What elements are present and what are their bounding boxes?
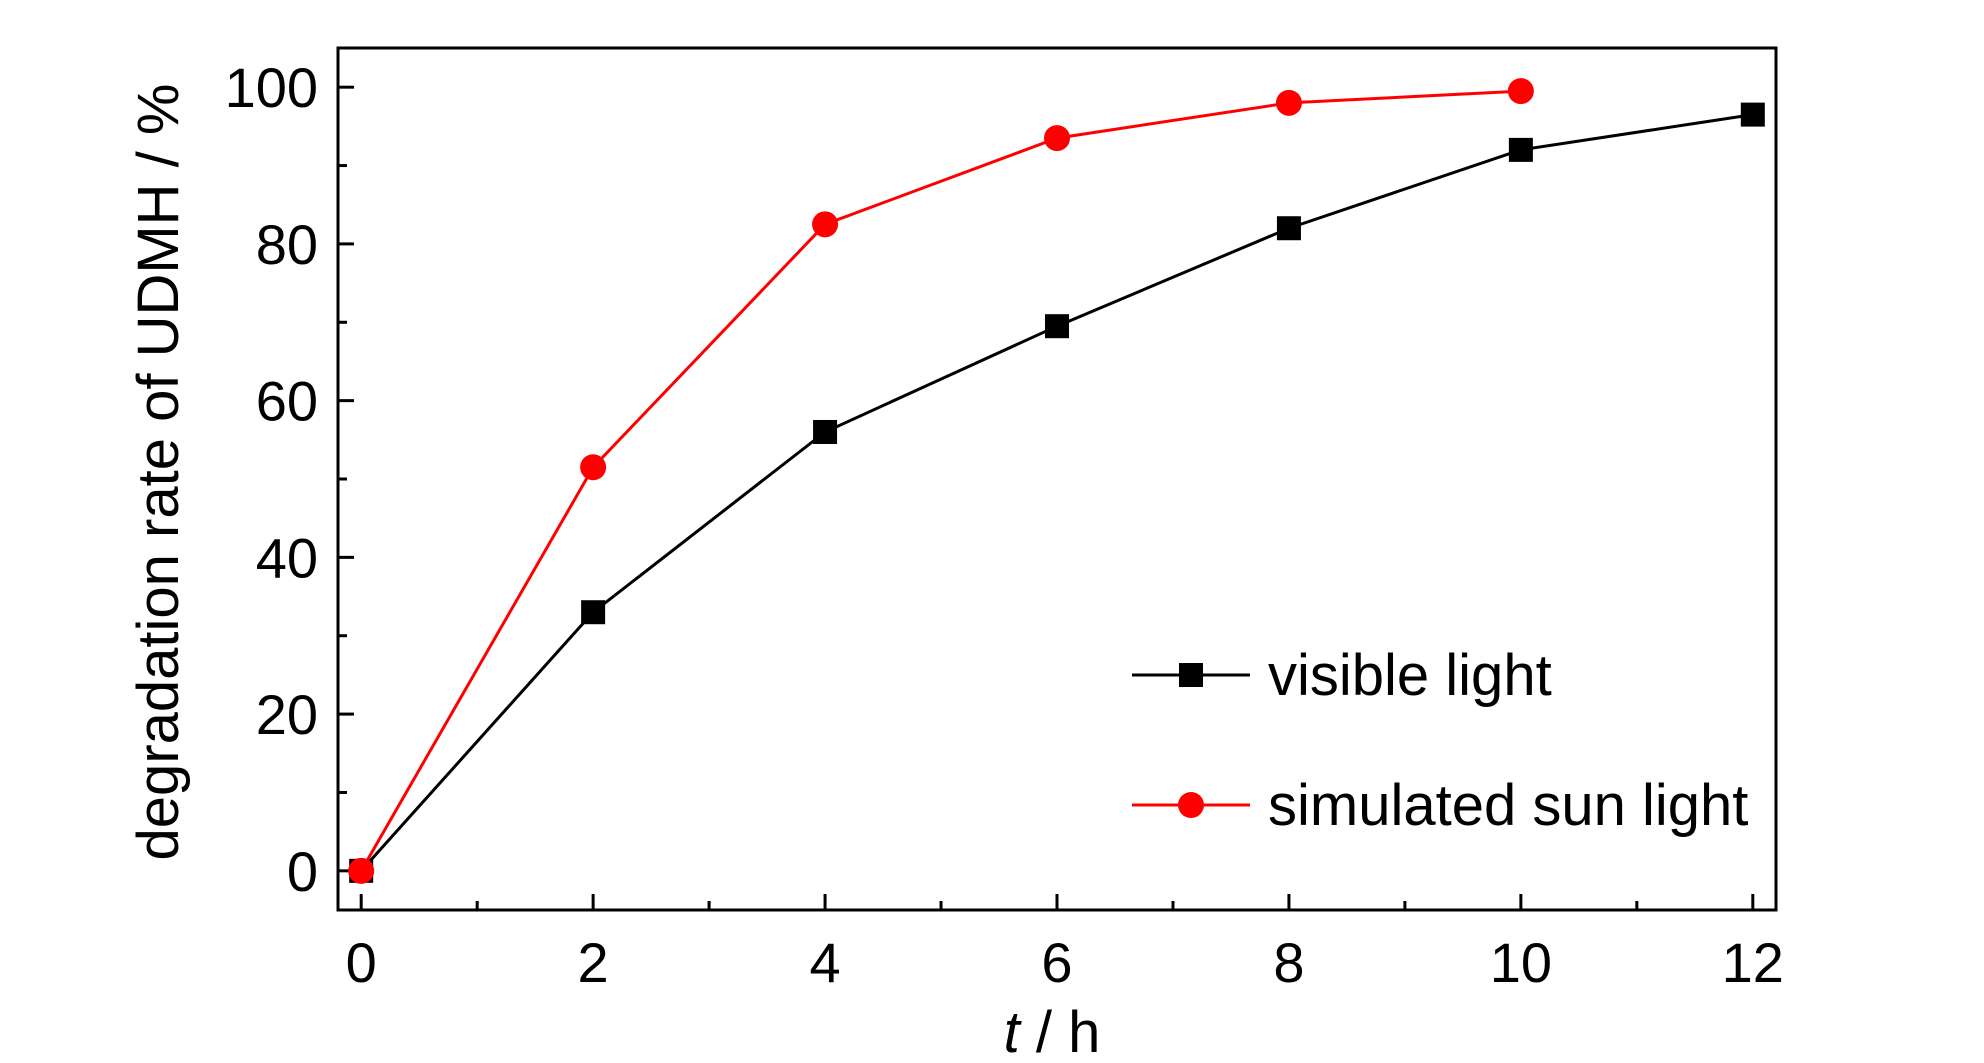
x-tick-label: 4 bbox=[809, 931, 840, 994]
series-line bbox=[360, 113, 1754, 872]
series-simulated-sun-light bbox=[348, 78, 1534, 884]
data-point bbox=[348, 857, 375, 884]
y-tick-label: 60 bbox=[256, 370, 318, 433]
data-point bbox=[1740, 102, 1765, 127]
x-axis-variable: t bbox=[1004, 1000, 1023, 1063]
x-tick-label: 12 bbox=[1722, 931, 1784, 994]
legend-label: visible light bbox=[1268, 643, 1552, 708]
y-tick-label: 20 bbox=[256, 683, 318, 746]
series-line bbox=[359, 89, 1521, 872]
ticks: 0 2 4 6 8 10 12 0 20 40 60 80 100 bbox=[225, 56, 1784, 994]
x-axis-unit: / h bbox=[1020, 1000, 1101, 1063]
y-tick-label: 0 bbox=[287, 840, 318, 903]
data-point bbox=[1275, 89, 1302, 116]
legend-item: simulated sun light bbox=[1132, 773, 1748, 838]
y-tick-label: 100 bbox=[225, 56, 318, 119]
legend-item: visible light bbox=[1132, 643, 1552, 708]
x-tick-label: 10 bbox=[1490, 931, 1552, 994]
legend-marker bbox=[1178, 792, 1204, 818]
data-point bbox=[813, 419, 838, 444]
series-visible-light bbox=[349, 102, 1765, 883]
x-tick-label: 8 bbox=[1273, 931, 1304, 994]
y-tick-label: 40 bbox=[256, 526, 318, 589]
data-point bbox=[1276, 216, 1301, 241]
data-point bbox=[1045, 314, 1069, 339]
data-point bbox=[1044, 125, 1070, 152]
x-tick-label: 0 bbox=[346, 931, 377, 994]
x-tick-label: 2 bbox=[578, 931, 609, 994]
x-axis-title: t / h bbox=[1004, 1000, 1101, 1063]
data-point bbox=[1508, 137, 1533, 162]
legend: visible light simulated sun light bbox=[1132, 643, 1748, 838]
data-point bbox=[580, 454, 607, 481]
data-point bbox=[812, 211, 839, 238]
y-tick-label: 80 bbox=[256, 213, 318, 276]
legend-label: simulated sun light bbox=[1268, 773, 1748, 838]
legend-marker bbox=[1179, 663, 1203, 687]
x-tick-label: 6 bbox=[1041, 931, 1072, 994]
data-point bbox=[1507, 78, 1534, 105]
data-point bbox=[581, 600, 606, 625]
series-layer bbox=[348, 78, 1765, 884]
y-axis-title: degradation rate of UDMH / % bbox=[126, 84, 191, 861]
